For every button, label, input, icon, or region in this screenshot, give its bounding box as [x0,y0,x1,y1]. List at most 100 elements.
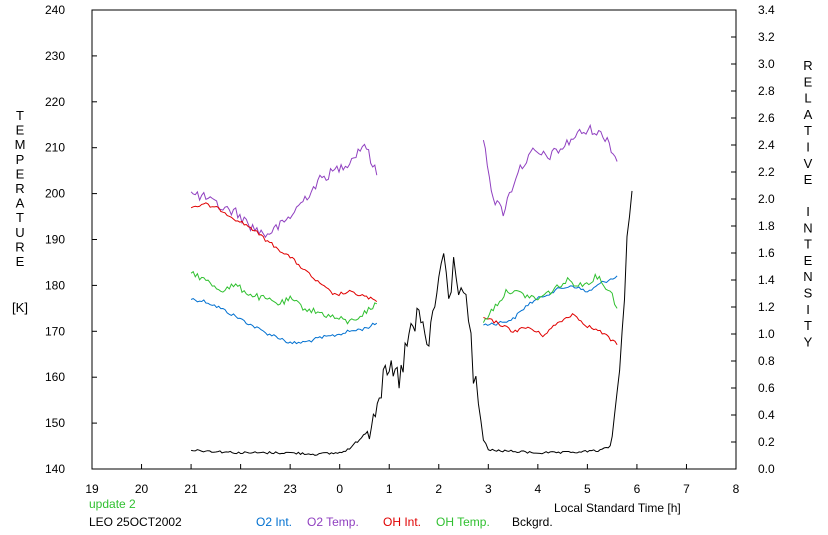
x-tick-label: 21 [184,482,198,496]
plot-frame [91,9,737,470]
y-left-label-letter: A [16,196,25,211]
y-left-label-letter: R [15,239,24,254]
series-line [482,123,618,217]
y-right-label-letter: I [806,140,810,155]
station-date-annotation: LEO 25OCT2002 [89,515,182,529]
update-annotation: update 2 [89,497,136,511]
y-right-tick-label: 2.2 [758,165,775,179]
y-left-label-letter: R [15,181,24,196]
legend-entry: OH Temp. [436,515,490,529]
y-left-tick-label: 190 [45,233,65,247]
y-right-tick-label: 0.8 [758,354,775,368]
y-right-label-letter: I [806,302,810,317]
y-left-tick-label: 170 [45,324,65,338]
y-right-tick-label: 0.2 [758,435,775,449]
y-right-label-letter: S [804,286,813,301]
y-right-label-letter: T [804,237,812,252]
x-axis-label: Local Standard Time [h] [554,501,681,515]
y-right-label-letter: N [803,269,812,284]
y-left-axis-ticks: 140 150 160 170 180 190 200 210 220 230 240 [45,3,97,476]
x-tick-label: 0 [336,482,343,496]
y-right-label-letter: E [804,74,813,89]
y-left-label-letter: E [16,123,25,138]
x-tick-label: 22 [234,482,248,496]
y-right-label-letter: V [804,156,813,171]
legend-entry: OH Int. [383,515,421,529]
y-right-tick-label: 2.8 [758,84,775,98]
y-right-axis-ticks: 0.0 0.2 0.4 0.6 0.8 1.0 1.2 1.4 1.6 1.8 2.0 2.2 2.4 2… [731,3,775,476]
y-right-tick-label: 3.0 [758,57,775,71]
series-o2-temp [190,123,618,239]
y-right-tick-label: 3.2 [758,30,775,44]
y-left-tick-label: 230 [45,49,65,63]
y-left-label-letter: T [16,210,24,225]
y-right-tick-label: 1.8 [758,219,775,233]
y-left-tick-label: 140 [45,462,65,476]
series-line [482,272,618,323]
x-tick-label: 5 [584,482,591,496]
x-tick-label: 2 [435,482,442,496]
x-tick-label: 20 [135,482,149,496]
x-axis-ticks: 19 20 21 22 23 0 1 2 3 4 5 6 7 8 [85,464,740,496]
series-o2-int [190,275,618,345]
series-line [483,313,618,346]
y-right-label-letter: T [804,123,812,138]
y-left-label-letter: E [16,166,25,181]
legend: O2 Int. O2 Temp. OH Int. OH Temp. Bckgrd. [256,515,553,529]
x-tick-label: 19 [85,482,99,496]
y-right-label-letter: R [803,58,812,73]
y-left-label-letter: P [16,152,25,167]
y-right-label-letter: E [804,172,813,187]
y-left-unit: [K] [12,300,28,315]
series-line [190,202,378,302]
y-right-tick-label: 0.4 [758,408,775,422]
x-tick-label: 4 [535,482,542,496]
y-right-tick-label: 0.6 [758,381,775,395]
y-left-label-letter: T [16,108,24,123]
y-right-tick-label: 1.4 [758,273,775,287]
series-layer [190,123,633,456]
series-line [190,298,378,345]
y-right-label-letter: T [804,318,812,333]
y-left-label-letter: U [15,225,24,240]
y-right-label-letter: Y [804,334,813,349]
y-left-label-letter: E [16,254,25,269]
y-right-label-letter: I [806,204,810,219]
x-tick-label: 8 [733,482,740,496]
series-oh-int [190,202,618,346]
legend-entry: Bckgrd. [512,515,553,529]
y-right-label-letter: E [804,253,813,268]
legend-entry: O2 Temp. [307,515,359,529]
y-left-tick-label: 180 [45,278,65,292]
y-right-tick-label: 1.2 [758,300,775,314]
y-left-tick-label: 200 [45,187,65,201]
y-right-label-letter: N [803,220,812,235]
y-left-tick-label: 150 [45,416,65,430]
series-line [191,190,633,456]
series-bckgrd [191,190,633,456]
series-line [190,270,378,325]
y-left-label-letter: M [15,137,26,152]
x-tick-label: 23 [283,482,297,496]
x-tick-label: 3 [485,482,492,496]
y-left-tick-label: 220 [45,95,65,109]
x-tick-label: 7 [683,482,690,496]
y-right-tick-label: 1.6 [758,246,775,260]
y-right-tick-label: 0.0 [758,462,775,476]
y-right-tick-label: 1.0 [758,327,775,341]
y-right-tick-label: 3.4 [758,3,775,17]
y-right-tick-label: 2.4 [758,138,775,152]
y-right-tick-label: 2.6 [758,111,775,125]
y-right-label-letter: A [804,107,813,122]
y-left-tick-label: 210 [45,141,65,155]
plot-border [91,9,737,470]
series-line [190,143,378,239]
y-right-label-letter: L [804,91,811,106]
y-right-tick-label: 2.0 [758,192,775,206]
x-tick-label: 1 [386,482,393,496]
y-left-tick-label: 160 [45,370,65,384]
series-line [483,275,618,326]
